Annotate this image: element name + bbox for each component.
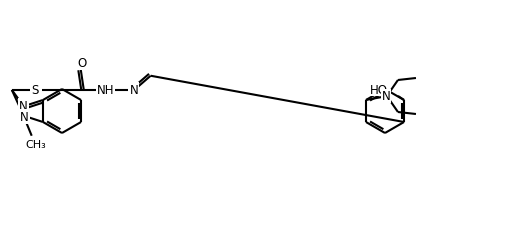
Text: N: N bbox=[20, 111, 29, 124]
Text: NH: NH bbox=[97, 84, 115, 97]
Text: N: N bbox=[130, 84, 138, 97]
Text: S: S bbox=[31, 84, 38, 97]
Text: N: N bbox=[381, 90, 390, 103]
Text: N: N bbox=[19, 99, 28, 112]
Text: HO: HO bbox=[370, 83, 388, 96]
Text: O: O bbox=[77, 57, 87, 70]
Text: CH₃: CH₃ bbox=[25, 139, 46, 149]
